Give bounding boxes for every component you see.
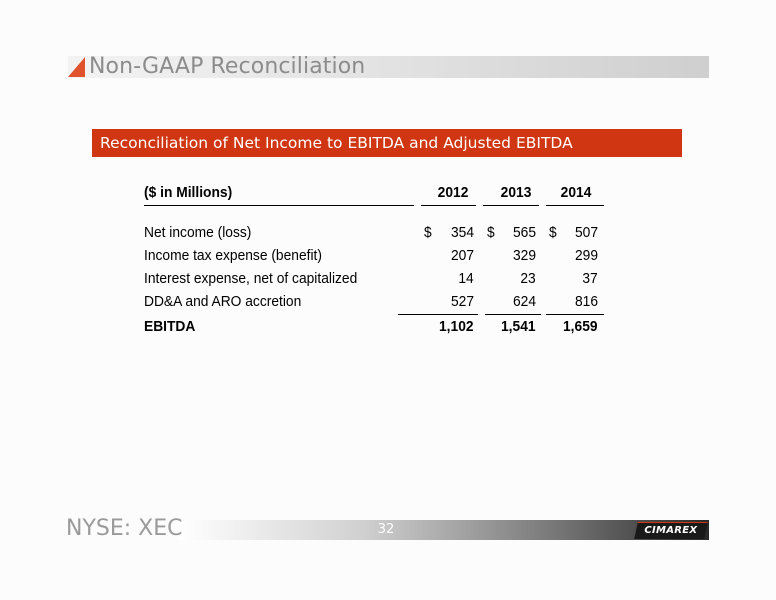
subtotal-rule-2012	[398, 314, 478, 315]
value-2014: 507	[574, 224, 598, 241]
section-banner: Reconciliation of Net Income to EBITDA a…	[92, 129, 682, 157]
currency-symbol: $	[549, 224, 557, 241]
logo-text: CIMAREX	[644, 525, 698, 536]
section-title: Reconciliation of Net Income to EBITDA a…	[100, 134, 573, 152]
footer-bar	[178, 520, 709, 540]
value-2014: 37	[582, 270, 598, 287]
value-2014: 1,659	[563, 318, 598, 335]
title-bar	[68, 56, 709, 78]
value-2013: 23	[520, 270, 536, 287]
ticker-symbol: NYSE: XEC	[66, 516, 183, 541]
page-number: 32	[377, 522, 395, 537]
value-2012: 207	[450, 247, 474, 264]
row-label: EBITDA	[144, 318, 196, 335]
subtotal-rule-2013	[485, 314, 541, 315]
column-header-2013: 2013	[500, 184, 531, 201]
value-2014: 816	[574, 293, 598, 310]
value-2013: 1,541	[501, 318, 536, 335]
value-2012: 527	[450, 293, 474, 310]
row-label: DD&A and ARO accretion	[144, 293, 302, 310]
column-header-2012: 2012	[437, 184, 468, 201]
title-accent-flag	[68, 57, 85, 77]
table-row-total: EBITDA 1,102 1,541 1,659	[144, 317, 614, 337]
company-logo: CIMAREX	[634, 522, 708, 539]
header-underline-label	[144, 205, 414, 206]
header-underline-2012	[421, 205, 476, 206]
value-2013: 565	[512, 224, 536, 241]
table-row: Interest expense, net of capitalized 14 …	[144, 269, 614, 289]
table-row: DD&A and ARO accretion 527 624 816	[144, 292, 614, 312]
table-row: Net income (loss) $ 354 $ 565 $ 507	[144, 223, 614, 243]
header-underline-2014	[546, 205, 604, 206]
row-label: Income tax expense (benefit)	[144, 247, 322, 264]
page-title: Non-GAAP Reconciliation	[89, 54, 366, 79]
header-underline-2013	[483, 205, 539, 206]
value-2012: 1,102	[439, 318, 474, 335]
table-header-row: ($ in Millions) 2012 2013 2014	[144, 183, 614, 203]
table-row: Income tax expense (benefit) 207 329 299	[144, 246, 614, 266]
currency-symbol: $	[424, 224, 432, 241]
row-label: Net income (loss)	[144, 224, 252, 241]
row-label: Interest expense, net of capitalized	[144, 270, 358, 287]
value-2013: 329	[512, 247, 536, 264]
value-2014: 299	[574, 247, 598, 264]
currency-symbol: $	[487, 224, 495, 241]
value-2012: 354	[450, 224, 474, 241]
value-2012: 14	[458, 270, 474, 287]
value-2013: 624	[512, 293, 536, 310]
subtotal-rule-2014	[546, 314, 604, 315]
table-header-label: ($ in Millions)	[144, 184, 233, 201]
column-header-2014: 2014	[560, 184, 591, 201]
